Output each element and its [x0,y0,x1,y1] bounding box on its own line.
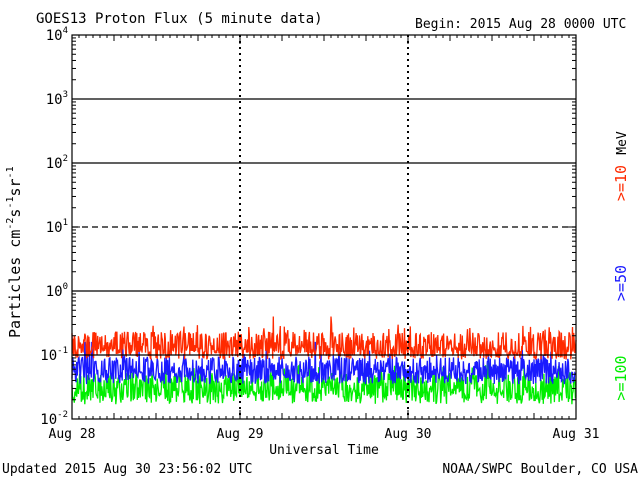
y-tick-base: 10 [46,220,63,236]
y-tick-base: 10 [46,28,63,44]
grid-layer [72,35,576,419]
y-tick-exp: 3 [63,90,68,100]
y-tick-exp: 2 [63,154,68,164]
y-tick-exp: 1 [63,218,68,228]
x-tick-label: Aug 30 [385,427,432,442]
series-line-10 [71,316,577,361]
y-label-exp2: -1 [5,197,16,209]
y-tick-label: 104 [46,26,68,44]
series-line-100 [71,357,577,405]
y-tick-base: 10 [46,284,63,300]
y-label-mid2: sr [6,178,24,196]
legend-entry: >=100 [612,355,630,400]
updated-timestamp: Updated 2015 Aug 30 23:56:02 UTC [2,462,252,477]
y-tick-label: 103 [46,90,68,108]
y-tick-base: 10 [46,156,63,172]
y-tick-base: 10 [40,348,57,364]
y-axis-label: Particles cm-2s-1sr-1 [5,166,24,338]
y-label-mid1: s [6,209,24,218]
y-label-exp1: -2 [5,218,16,230]
y-tick-label: 10-2 [40,410,68,428]
legend: >=10 >=50 >=100 [612,165,630,401]
y-tick-label: 100 [46,282,68,300]
begin-label: Begin: 2015 Aug 28 0000 UTC [415,17,626,32]
data-layer [71,316,577,405]
y-tick-base: 10 [46,92,63,108]
y-tick-exp: 4 [63,26,68,36]
x-tick-label: Aug 28 [49,427,96,442]
unit-label-mev: MeV [615,131,630,155]
x-tick-label: Aug 29 [217,427,264,442]
legend-entry: >=50 [612,265,630,301]
y-label-exp3: -1 [5,166,16,178]
y-tick-label: 101 [46,218,68,236]
y-tick-base: 10 [40,412,57,428]
x-tick-label: Aug 31 [553,427,600,442]
y-label-base: Particles cm [6,230,24,338]
chart-title: GOES13 Proton Flux (5 minute data) [36,11,323,27]
y-tick-exp: -1 [57,346,68,356]
legend-entry: >=10 [612,165,630,201]
series-line-50 [71,341,577,385]
y-tick-exp: 0 [63,282,68,292]
y-tick-label: 102 [46,154,68,172]
y-tick-label: 10-1 [40,346,68,364]
x-axis-label: Universal Time [269,443,379,458]
y-tick-exp: -2 [57,410,68,420]
credit-label: NOAA/SWPC Boulder, CO USA [442,462,638,477]
